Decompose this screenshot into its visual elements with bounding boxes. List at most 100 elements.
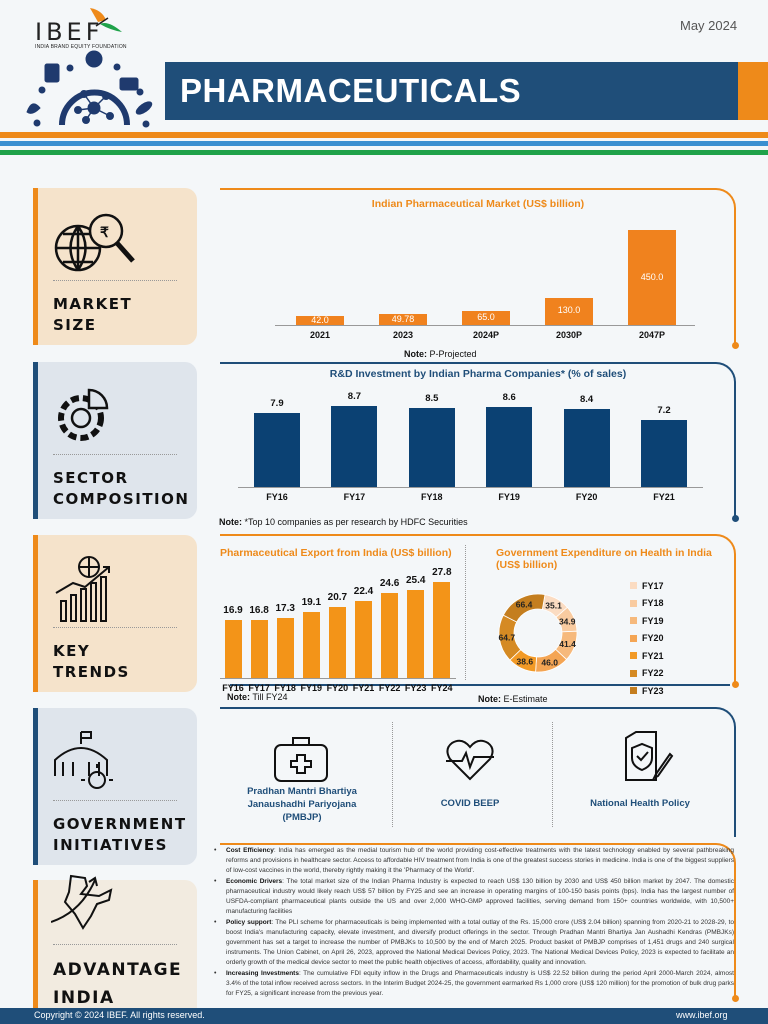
chart-note: Note: E-Estimate xyxy=(478,694,548,704)
legend-label: FY19 xyxy=(642,615,664,626)
section-panel-market-size: ₹ MARKET SIZE xyxy=(33,188,197,345)
initiative-national-health-policy: National Health Policy xyxy=(590,798,690,809)
value-label: 24.6 xyxy=(379,578,400,590)
footer: Copyright © 2024 IBEF. All rights reserv… xyxy=(0,1008,768,1024)
x-tick-label: FY20 xyxy=(326,683,349,693)
bar xyxy=(408,407,455,487)
value-label: 450.0 xyxy=(640,271,664,282)
x-tick-label: FY16 xyxy=(222,683,244,693)
section-label: TRENDS xyxy=(53,663,130,681)
globe-rupee-magnifier-icon: ₹ xyxy=(54,213,135,272)
bar xyxy=(224,619,242,678)
value-label: 17.3 xyxy=(275,603,295,615)
website-link[interactable]: www.ibef.org xyxy=(676,1010,728,1020)
bar xyxy=(641,419,687,487)
legend-swatch xyxy=(630,687,637,695)
x-tick-label: FY18 xyxy=(421,492,443,502)
x-tick-label: 2023 xyxy=(392,330,414,340)
x-tick-label: FY17 xyxy=(343,492,366,502)
value-label: 20.7 xyxy=(327,591,348,603)
section-panel-advantage-india: ADVANTAGE INDIA xyxy=(33,874,197,1010)
list-item: Policy support: The PLI scheme for pharm… xyxy=(214,918,734,968)
legend-swatch xyxy=(630,669,637,677)
policy-document-icon xyxy=(625,731,674,781)
slice-value-label: 41.4 xyxy=(559,639,576,649)
slice-value-label: 64.7 xyxy=(499,633,516,643)
legend-swatch xyxy=(630,599,637,607)
x-tick-label: FY21 xyxy=(653,492,675,502)
section-label: INDIA xyxy=(53,988,115,1008)
value-label: 130.0 xyxy=(557,305,581,316)
value-label: 65.0 xyxy=(477,312,495,323)
x-tick-label: 2047P xyxy=(638,330,666,340)
section-panel-government-initiatives: GOVERNMENT INITIATIVES xyxy=(33,708,197,865)
section-panel-key-trends: KEY TRENDS xyxy=(33,535,197,692)
list-item: Economic Drivers: The total market size … xyxy=(214,877,734,917)
legend-label: FY22 xyxy=(642,668,664,679)
section-label: SECTOR xyxy=(53,469,129,487)
chart-title: R&D Investment by Indian Pharma Companie… xyxy=(329,368,627,380)
value-label: 8.4 xyxy=(579,393,594,405)
slice-value-label: 38.6 xyxy=(517,657,534,667)
health-expenditure-donut: 35.1 34.9 41.446.0 38.6 64.7 66.4 xyxy=(499,593,578,673)
bar xyxy=(276,618,294,678)
slice-value-label: 66.4 xyxy=(516,600,533,610)
x-axis xyxy=(220,678,456,679)
legend-swatch xyxy=(630,617,637,625)
x-tick-label: FY20 xyxy=(575,492,598,502)
value-label: 8.6 xyxy=(502,391,516,403)
legend-item: FY23 xyxy=(630,682,664,700)
value-label: 7.9 xyxy=(270,398,284,410)
orange-stripe xyxy=(0,132,768,138)
bar xyxy=(563,408,610,487)
bar xyxy=(296,316,344,325)
bar xyxy=(355,600,372,678)
legend-item: FY20 xyxy=(630,630,664,648)
chart-title: Pharmaceutical Export from India (US$ bi… xyxy=(220,547,452,559)
list-item: Cost Efficiency: India has emerged as th… xyxy=(214,846,734,876)
ibef-logo-bird-icon xyxy=(90,8,122,32)
note-label: Note: xyxy=(227,692,250,702)
divider xyxy=(552,722,553,827)
note-text: P-Projected xyxy=(429,349,477,359)
legend-item: FY18 xyxy=(630,595,664,613)
value-label: 27.8 xyxy=(432,567,452,578)
x-tick-label: 2030P xyxy=(555,330,583,340)
legend-label: FY17 xyxy=(642,580,664,591)
donut-slice xyxy=(502,593,546,623)
section-panel-sector-composition: SECTOR COMPOSITION xyxy=(33,362,197,519)
section-label: GOVERNMENT xyxy=(53,815,187,833)
report-date: May 2024 xyxy=(680,18,738,33)
pharma-molecule-gauge-icon xyxy=(26,50,153,128)
frame-dot xyxy=(732,515,739,522)
government-building-icon xyxy=(54,731,113,789)
india-map-arrow-icon xyxy=(51,874,113,930)
bar xyxy=(328,606,346,678)
value-label: 16.8 xyxy=(249,604,269,616)
x-tick-label: FY21 xyxy=(352,683,375,693)
legend-label: FY21 xyxy=(642,650,664,661)
bar xyxy=(545,297,593,325)
divider xyxy=(392,722,393,827)
section-label: SIZE xyxy=(53,316,97,334)
section-label: COMPOSITION xyxy=(53,490,190,508)
legend-label: FY20 xyxy=(642,633,664,644)
section-label: INITIATIVES xyxy=(53,836,168,854)
note-label: Note: xyxy=(219,517,242,527)
x-axis xyxy=(275,325,695,326)
value-label: 8.7 xyxy=(347,391,361,402)
x-tick-label: FY23 xyxy=(404,683,427,693)
legend-label: FY23 xyxy=(642,685,664,696)
x-tick-label: 2021 xyxy=(309,330,331,340)
note-label: Note: xyxy=(404,349,427,359)
value-label: 25.4 xyxy=(405,575,426,587)
bar xyxy=(302,612,320,678)
frame-sector xyxy=(220,362,736,518)
frame-government xyxy=(220,707,736,837)
value-label: 22.4 xyxy=(353,585,374,597)
note-text: *Top 10 companies as per research by HDF… xyxy=(244,517,468,527)
value-label: 8.5 xyxy=(425,392,439,404)
frame-dot xyxy=(732,995,739,1002)
blue-stripe xyxy=(0,141,768,146)
value-label: 16.9 xyxy=(223,604,243,616)
